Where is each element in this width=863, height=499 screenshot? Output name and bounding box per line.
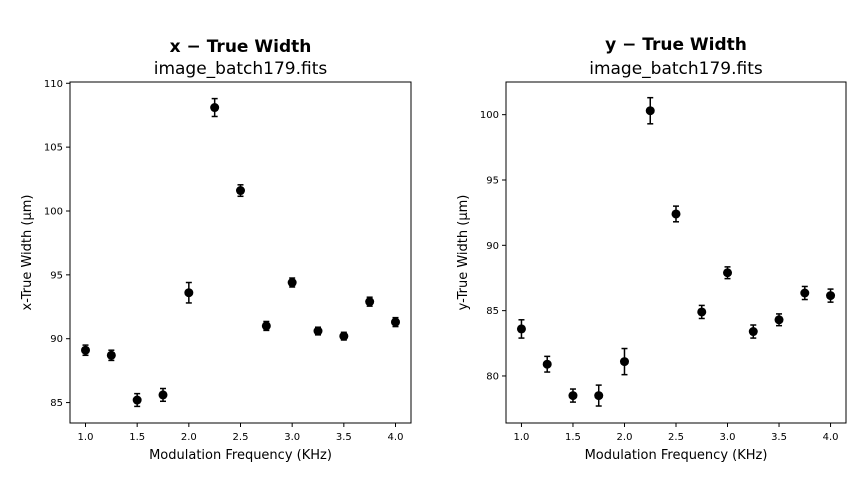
data-point-group bbox=[516, 319, 526, 339]
data-point bbox=[184, 288, 194, 298]
x-tick-label: 4.0 bbox=[388, 432, 404, 443]
x-tick-label: 4.0 bbox=[823, 432, 839, 443]
data-point-group bbox=[800, 285, 810, 301]
y-axis-label: y-True Width (μm) bbox=[456, 195, 471, 311]
chart-title: y − True Width bbox=[605, 35, 747, 55]
data-point-group bbox=[774, 313, 784, 327]
y-axis-label: x-True Width (μm) bbox=[20, 195, 35, 311]
y-tick-label: 95 bbox=[486, 175, 499, 186]
x-tick-label: 3.5 bbox=[771, 432, 787, 443]
x-width-chart: x − True Width image_batch179.fits Modul… bbox=[20, 37, 412, 463]
data-point bbox=[645, 106, 655, 116]
data-point bbox=[568, 391, 578, 401]
x-axis-label: Modulation Frequency (KHz) bbox=[149, 448, 332, 463]
data-point-group bbox=[568, 388, 578, 403]
x-tick-label: 1.5 bbox=[129, 432, 145, 443]
data-point bbox=[594, 391, 604, 401]
data-point-group bbox=[210, 97, 220, 118]
y-tick-label: 95 bbox=[50, 270, 63, 281]
chart-subtitle: image_batch179.fits bbox=[589, 59, 763, 79]
data-point-group bbox=[594, 384, 604, 407]
data-point-group bbox=[619, 347, 629, 376]
data-point-group bbox=[184, 281, 194, 304]
x-tick-label: 2.5 bbox=[233, 432, 249, 443]
data-point bbox=[542, 359, 552, 369]
data-point bbox=[313, 326, 323, 336]
data-point-group bbox=[365, 296, 375, 307]
data-point bbox=[671, 209, 681, 219]
data-point bbox=[81, 345, 90, 355]
data-point-group bbox=[81, 344, 90, 357]
data-point bbox=[106, 350, 116, 360]
y-tick-label: 110 bbox=[44, 79, 63, 90]
data-point bbox=[236, 186, 245, 196]
data-point-group bbox=[313, 326, 323, 336]
plot-area-frame bbox=[505, 81, 847, 424]
chart-subtitle: image_batch179.fits bbox=[154, 59, 328, 79]
data-point-group bbox=[645, 96, 655, 125]
x-tick-label: 3.0 bbox=[720, 432, 736, 443]
data-point-group bbox=[826, 288, 836, 303]
plot-area-frame bbox=[69, 81, 412, 424]
x-tick-label: 1.0 bbox=[78, 432, 94, 443]
y-tick-label: 85 bbox=[50, 398, 63, 409]
data-point-group bbox=[542, 355, 552, 373]
data-point bbox=[210, 103, 220, 113]
x-tick-label: 3.5 bbox=[336, 432, 352, 443]
y-tick-label: 90 bbox=[486, 241, 499, 252]
data-point-group bbox=[723, 266, 733, 280]
data-point-group bbox=[236, 184, 245, 198]
data-point bbox=[800, 288, 810, 298]
y-tick-label: 100 bbox=[44, 206, 63, 217]
x-tick-label: 2.0 bbox=[181, 432, 197, 443]
data-point bbox=[158, 390, 168, 400]
data-point bbox=[748, 327, 758, 337]
data-point bbox=[261, 321, 271, 331]
data-point bbox=[826, 291, 836, 301]
data-point bbox=[339, 331, 349, 341]
x-tick-label: 2.0 bbox=[617, 432, 633, 443]
x-tick-label: 1.0 bbox=[514, 432, 530, 443]
data-point-group bbox=[106, 349, 116, 362]
x-axis-label: Modulation Frequency (KHz) bbox=[585, 448, 768, 463]
data-point-group bbox=[132, 392, 142, 408]
data-point-group bbox=[158, 387, 168, 403]
x-tick-label: 3.0 bbox=[284, 432, 300, 443]
data-point bbox=[723, 268, 733, 278]
data-point bbox=[287, 278, 297, 288]
data-point bbox=[697, 307, 707, 317]
data-point-group bbox=[748, 324, 758, 339]
y-tick-label: 100 bbox=[480, 110, 499, 121]
y-tick-label: 90 bbox=[50, 334, 63, 345]
data-point-group bbox=[697, 304, 707, 320]
x-tick-label: 1.5 bbox=[565, 432, 581, 443]
y-tick-label: 85 bbox=[486, 306, 499, 317]
data-point bbox=[365, 297, 375, 307]
y-tick-label: 80 bbox=[486, 371, 499, 382]
data-point bbox=[132, 395, 142, 405]
data-point bbox=[516, 324, 526, 334]
data-point-group bbox=[671, 205, 681, 223]
y-width-chart: y − True Width image_batch179.fits Modul… bbox=[456, 35, 847, 463]
data-point bbox=[774, 315, 784, 325]
data-point bbox=[391, 317, 400, 327]
chart-title: x − True Width bbox=[170, 37, 312, 57]
data-point-group bbox=[261, 320, 271, 332]
data-point-group bbox=[339, 331, 349, 341]
y-tick-label: 105 bbox=[44, 143, 63, 154]
data-point bbox=[619, 357, 629, 367]
data-point-group bbox=[391, 316, 400, 328]
x-tick-label: 2.5 bbox=[668, 432, 684, 443]
data-point-group bbox=[287, 277, 297, 288]
